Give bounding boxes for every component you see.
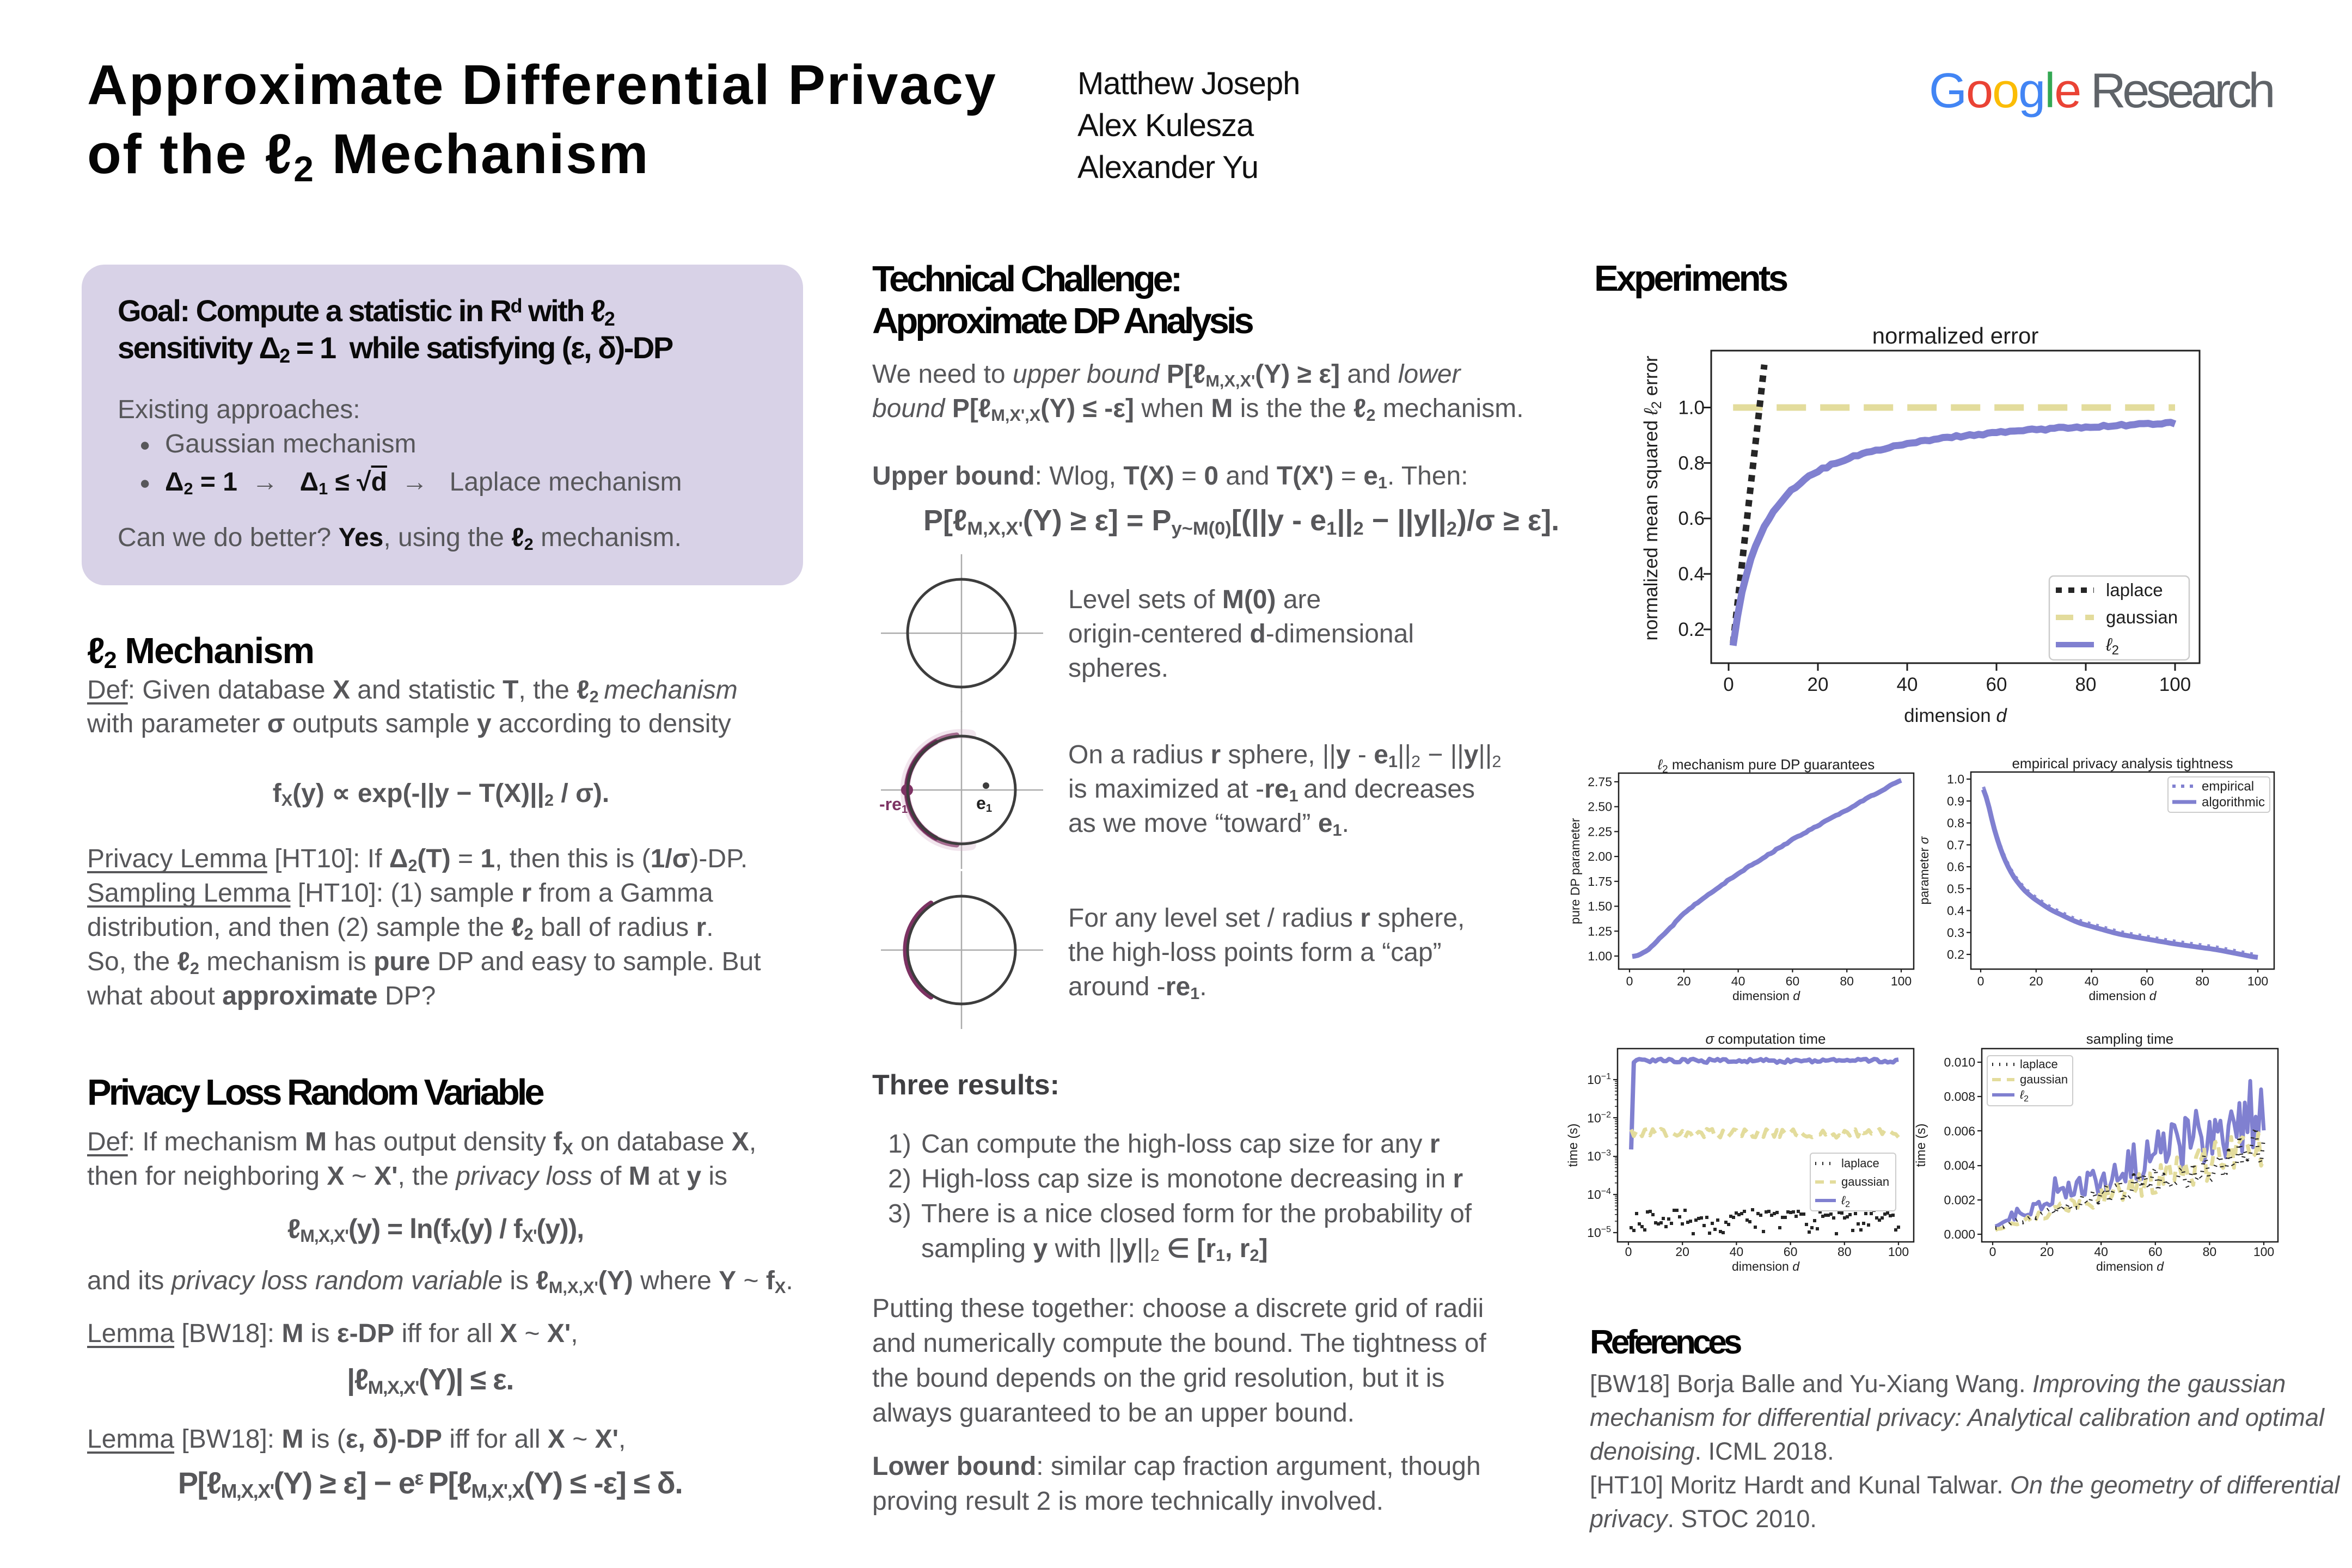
svg-text:laplace: laplace bbox=[2106, 580, 2163, 600]
svg-text:ℓ2: ℓ2 bbox=[2105, 634, 2119, 658]
svg-text:empirical privacy analysis tig: empirical privacy analysis tightness bbox=[2012, 755, 2233, 771]
svg-text:20: 20 bbox=[2040, 1245, 2054, 1259]
svg-text:0.006: 0.006 bbox=[1944, 1124, 1975, 1138]
svg-text:1.50: 1.50 bbox=[1588, 899, 1612, 914]
svg-text:dimension d: dimension d bbox=[1732, 989, 1800, 1003]
svg-text:10−5: 10−5 bbox=[1587, 1225, 1611, 1240]
svg-text:0.6: 0.6 bbox=[1947, 860, 1964, 874]
svg-text:2.75: 2.75 bbox=[1588, 775, 1612, 789]
svg-text:40: 40 bbox=[2085, 974, 2099, 988]
svg-text:0.7: 0.7 bbox=[1947, 838, 1964, 852]
svg-text:1.0: 1.0 bbox=[1678, 397, 1705, 418]
svg-text:0: 0 bbox=[1989, 1245, 1996, 1259]
svg-text:80: 80 bbox=[2203, 1245, 2217, 1259]
svg-text:20: 20 bbox=[1677, 974, 1691, 988]
svg-text:40: 40 bbox=[2094, 1245, 2108, 1259]
svg-text:0.008: 0.008 bbox=[1944, 1089, 1975, 1104]
svg-text:algorithmic: algorithmic bbox=[2202, 795, 2265, 810]
svg-text:ℓ2 mechanism pure DP guarantee: ℓ2 mechanism pure DP guarantees bbox=[1657, 756, 1875, 775]
svg-text:0.2: 0.2 bbox=[1947, 947, 1964, 961]
svg-text:time (s): time (s) bbox=[1566, 1124, 1581, 1167]
svg-text:dimension d: dimension d bbox=[1732, 1259, 1800, 1273]
svg-text:0.8: 0.8 bbox=[1678, 452, 1705, 474]
svg-text:0.8: 0.8 bbox=[1947, 816, 1964, 830]
svg-text:60: 60 bbox=[2148, 1245, 2163, 1259]
svg-text:80: 80 bbox=[2075, 674, 2097, 695]
svg-text:10−1: 10−1 bbox=[1587, 1072, 1611, 1087]
svg-text:60: 60 bbox=[1786, 974, 1800, 988]
svg-text:80: 80 bbox=[1837, 1245, 1852, 1259]
svg-text:ℓ2: ℓ2 bbox=[1841, 1193, 1850, 1209]
svg-text:80: 80 bbox=[1840, 974, 1854, 988]
svg-text:0.3: 0.3 bbox=[1947, 926, 1964, 940]
svg-text:10−3: 10−3 bbox=[1587, 1149, 1611, 1163]
svg-text:10−4: 10−4 bbox=[1587, 1187, 1611, 1202]
svg-text:dimension d: dimension d bbox=[1904, 705, 2007, 726]
svg-text:0.6: 0.6 bbox=[1678, 508, 1705, 529]
svg-text:empirical: empirical bbox=[2202, 779, 2254, 794]
svg-text:20: 20 bbox=[2029, 974, 2043, 988]
svg-text:100: 100 bbox=[1888, 1245, 1909, 1259]
svg-text:0.4: 0.4 bbox=[1678, 564, 1705, 585]
svg-text:100: 100 bbox=[2159, 674, 2191, 695]
svg-text:0.002: 0.002 bbox=[1944, 1193, 1975, 1207]
svg-text:40: 40 bbox=[1731, 974, 1745, 988]
svg-text:60: 60 bbox=[1986, 674, 2007, 695]
svg-text:1.0: 1.0 bbox=[1947, 772, 1964, 786]
svg-text:0.000: 0.000 bbox=[1944, 1227, 1975, 1241]
svg-text:2.25: 2.25 bbox=[1588, 824, 1612, 838]
svg-text:0.010: 0.010 bbox=[1944, 1055, 1975, 1069]
svg-text:0: 0 bbox=[1626, 974, 1633, 988]
svg-text:laplace: laplace bbox=[2020, 1057, 2058, 1071]
svg-text:gaussian: gaussian bbox=[2106, 607, 2178, 627]
svg-text:normalized mean squared ℓ2 err: normalized mean squared ℓ2 error bbox=[1640, 356, 1664, 641]
svg-text:80: 80 bbox=[2195, 974, 2209, 988]
svg-text:1.00: 1.00 bbox=[1588, 949, 1612, 963]
svg-text:time (s): time (s) bbox=[1914, 1124, 1928, 1167]
svg-text:40: 40 bbox=[1730, 1245, 1744, 1259]
svg-text:0.4: 0.4 bbox=[1947, 904, 1964, 918]
svg-text:20: 20 bbox=[1675, 1245, 1689, 1259]
svg-text:sampling time: sampling time bbox=[2086, 1031, 2173, 1047]
svg-text:gaussian: gaussian bbox=[1841, 1175, 1889, 1189]
svg-text:2.00: 2.00 bbox=[1588, 849, 1612, 863]
svg-text:0.004: 0.004 bbox=[1944, 1159, 1975, 1173]
svg-text:1.25: 1.25 bbox=[1588, 924, 1612, 938]
svg-text:0.9: 0.9 bbox=[1947, 794, 1964, 808]
svg-text:100: 100 bbox=[2247, 974, 2268, 988]
svg-text:parameter σ: parameter σ bbox=[1917, 836, 1931, 904]
svg-text:dimension d: dimension d bbox=[2088, 989, 2157, 1003]
svg-text:gaussian: gaussian bbox=[2020, 1073, 2068, 1086]
svg-text:100: 100 bbox=[1891, 974, 1912, 988]
svg-text:60: 60 bbox=[2140, 974, 2154, 988]
svg-text:0.2: 0.2 bbox=[1678, 619, 1705, 640]
svg-text:0: 0 bbox=[1625, 1245, 1632, 1259]
svg-text:0: 0 bbox=[1723, 674, 1734, 695]
svg-text:0: 0 bbox=[1977, 974, 1984, 988]
svg-text:40: 40 bbox=[1897, 674, 1918, 695]
svg-text:dimension d: dimension d bbox=[2096, 1259, 2164, 1273]
svg-text:laplace: laplace bbox=[1841, 1156, 1879, 1170]
svg-text:2.50: 2.50 bbox=[1588, 800, 1612, 814]
svg-text:1.75: 1.75 bbox=[1588, 874, 1612, 889]
svg-text:σ computation time: σ computation time bbox=[1706, 1031, 1826, 1047]
svg-text:100: 100 bbox=[2253, 1245, 2274, 1259]
svg-text:0.5: 0.5 bbox=[1947, 881, 1964, 896]
svg-text:ℓ2: ℓ2 bbox=[2019, 1088, 2029, 1104]
svg-text:pure DP parameter: pure DP parameter bbox=[1568, 818, 1582, 924]
svg-text:60: 60 bbox=[1784, 1245, 1798, 1259]
svg-text:20: 20 bbox=[1808, 674, 1829, 695]
svg-text:10−2: 10−2 bbox=[1587, 1110, 1611, 1125]
svg-text:normalized error: normalized error bbox=[1872, 323, 2039, 348]
